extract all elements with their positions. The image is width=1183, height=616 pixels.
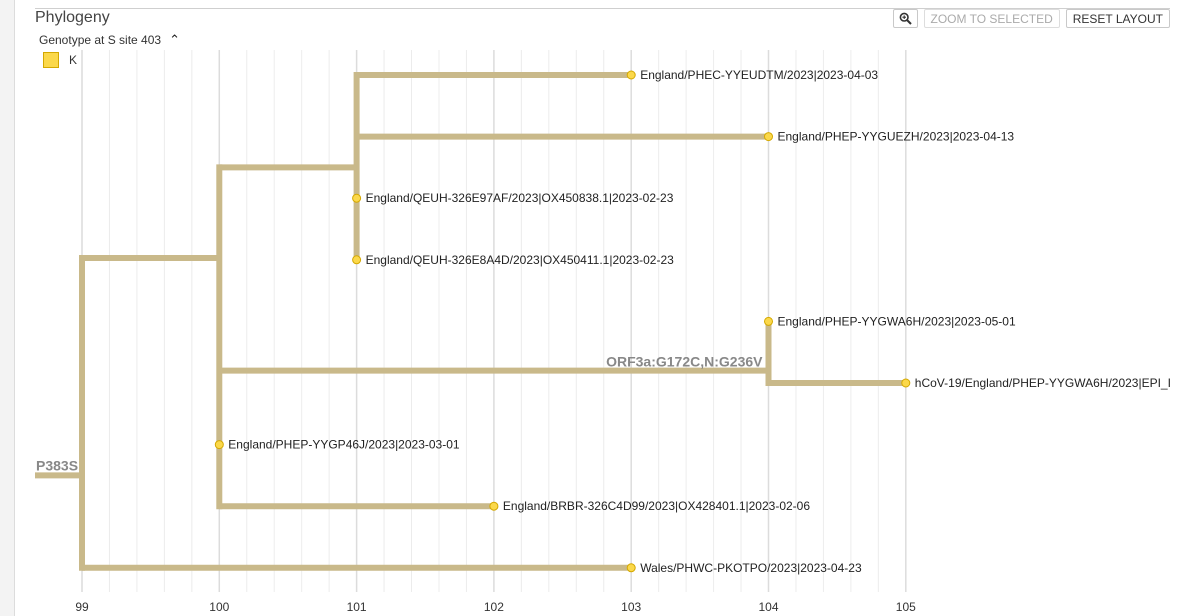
branch-mutation-label: P383S	[36, 457, 78, 473]
axis-layer: 99 100 101 102 103 104 105	[75, 600, 916, 614]
tip-layer	[214, 70, 911, 573]
x-tick-label: 101	[347, 600, 367, 614]
branch-mutation-label: ORF3a:G172C,N:G236V	[606, 354, 763, 370]
chevron-up-icon[interactable]: ⌃	[169, 32, 180, 47]
tip-marker[interactable]	[352, 255, 362, 265]
tip-label[interactable]: hCoV-19/England/PHEP-YYGWA6H/2023|EPI_IS	[915, 376, 1179, 390]
tip-marker[interactable]	[352, 193, 362, 203]
tip-label[interactable]: England/PHEP-YYGUEZH/2023|2023-04-13	[778, 130, 1015, 144]
tip-label[interactable]: England/BRBR-326C4D99/2023|OX428401.1|20…	[503, 499, 810, 513]
legend-item-label: K	[69, 53, 78, 67]
color-by-label: Genotype at S site 403	[39, 33, 162, 47]
tree-toolbar: ZOOM TO SELECTED RESET LAYOUT	[892, 9, 1170, 28]
tip-label[interactable]: Wales/PHWC-PKOTPO/2023|2023-04-23	[640, 561, 862, 575]
tip-label[interactable]: England/PHEC-YYEUDTM/2023|2023-04-03	[640, 68, 878, 82]
tip-marker[interactable]	[626, 70, 636, 80]
tip-label[interactable]: England/PHEP-YYGWA6H/2023|2023-05-01	[778, 314, 1016, 328]
legend-swatch	[43, 52, 59, 68]
x-tick-label: 99	[75, 600, 89, 614]
grid-layer	[81, 50, 907, 592]
zoom-to-selected-button[interactable]: ZOOM TO SELECTED	[923, 9, 1060, 28]
tip-label[interactable]: England/QEUH-326E8A4D/2023|OX450411.1|20…	[366, 253, 675, 267]
tip-label[interactable]: England/QEUH-326E97AF/2023|OX450838.1|20…	[366, 191, 674, 205]
label-layer: England/PHEC-YYEUDTM/2023|2023-04-03 Engl…	[36, 68, 1179, 575]
x-tick-label: 104	[758, 600, 778, 614]
tip-marker[interactable]	[489, 501, 499, 511]
x-tick-label: 102	[484, 600, 504, 614]
x-tick-label: 105	[896, 600, 916, 614]
zoom-icon	[899, 12, 912, 25]
color-by-toggle[interactable]: Genotype at S site 403 ⌃	[39, 32, 180, 48]
panel-divider	[35, 8, 1170, 9]
left-gutter	[0, 0, 15, 616]
tip-marker[interactable]	[214, 440, 224, 450]
branch-layer	[35, 72, 906, 571]
tip-marker[interactable]	[626, 563, 636, 573]
x-tick-label: 100	[209, 600, 229, 614]
legend-item[interactable]: K	[43, 52, 77, 68]
x-tick-label: 103	[621, 600, 641, 614]
zoom-button[interactable]	[892, 9, 918, 28]
tip-marker[interactable]	[764, 316, 773, 326]
tip-marker[interactable]	[764, 132, 773, 142]
tip-label[interactable]: England/PHEP-YYGP46J/2023|2023-03-01	[228, 438, 460, 452]
panel-title: Phylogeny	[35, 9, 110, 26]
tip-marker[interactable]	[901, 378, 911, 388]
reset-layout-button[interactable]: RESET LAYOUT	[1065, 9, 1170, 28]
